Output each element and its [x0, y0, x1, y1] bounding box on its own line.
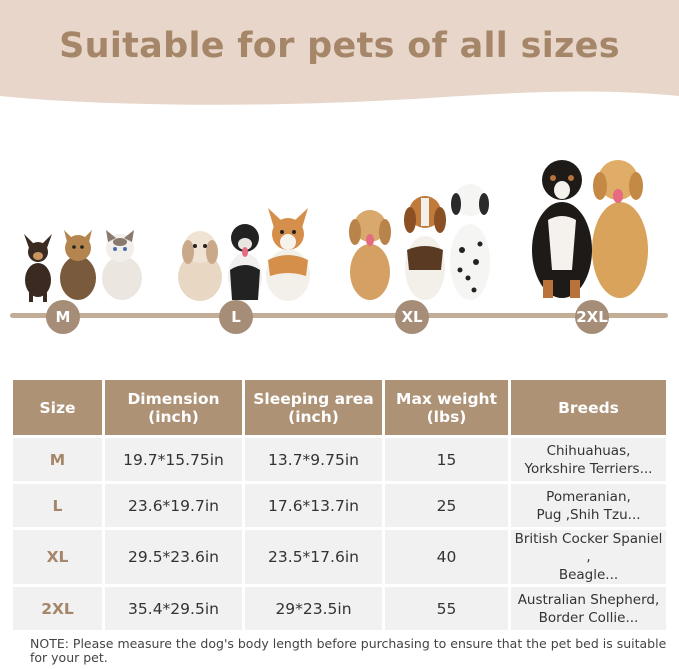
size-marker-2xl: 2XL	[575, 300, 609, 334]
header-dimension: Dimension (inch)	[105, 380, 242, 435]
cell-size: L	[13, 484, 102, 527]
cell-sleeping-area: 23.5*17.6in	[245, 530, 382, 584]
breeds-line: Border Collie...	[538, 609, 639, 626]
cell-dimension: 35.4*29.5in	[105, 587, 242, 630]
cat-figure	[102, 230, 142, 300]
cell-max-weight: 40	[385, 530, 508, 584]
breeds-line: Beagle...	[558, 567, 619, 583]
table-row: XL 29.5*23.6in 23.5*17.6in 40 British Co…	[13, 530, 666, 584]
cell-max-weight: 55	[385, 587, 508, 630]
table-row: M 19.7*15.75in 13.7*9.75in 15 Chihuahuas…	[13, 438, 666, 481]
table-row: L 23.6*19.7in 17.6*13.7in 25 Pomeranian,…	[13, 484, 666, 527]
cell-dimension: 23.6*19.7in	[105, 484, 242, 527]
cell-breeds: Australian Shepherd, Border Collie...	[511, 587, 666, 630]
golden-retriever-figure	[592, 160, 648, 298]
header-size: Size	[13, 380, 102, 435]
cell-sleeping-area: 17.6*13.7in	[245, 484, 382, 527]
cell-breeds: British Cocker Spaniel , Beagle...	[511, 530, 666, 584]
table-row: 2XL 35.4*29.5in 29*23.5in 55 Australian …	[13, 587, 666, 630]
breeds-line: British Cocker Spaniel ,	[514, 531, 663, 565]
corgi-figure	[266, 208, 310, 301]
breeds-line: Pomeranian,	[546, 488, 631, 505]
bernese-figure	[532, 160, 592, 298]
page-title: Suitable for pets of all sizes	[59, 26, 620, 66]
size-scale-line	[10, 313, 668, 318]
breeds-line: Australian Shepherd,	[517, 591, 660, 608]
header-breeds: Breeds	[511, 380, 666, 435]
size-chart-table: Size Dimension (inch) Sleeping area (inc…	[10, 377, 669, 633]
size-marker-m: M	[46, 300, 80, 334]
breeds-line: Pug ,Shih Tzu...	[536, 506, 641, 523]
beagle-figure	[404, 196, 446, 300]
chihuahua-figure	[24, 234, 52, 302]
breeds-line: Chihuahuas,	[546, 442, 631, 459]
cell-size: 2XL	[13, 587, 102, 630]
table-header-row: Size Dimension (inch) Sleeping area (inc…	[13, 380, 666, 435]
pug-figure	[228, 224, 262, 301]
cell-sleeping-area: 29*23.5in	[245, 587, 382, 630]
cell-size: M	[13, 438, 102, 481]
cell-max-weight: 15	[385, 438, 508, 481]
cell-dimension: 19.7*15.75in	[105, 438, 242, 481]
pets-illustration	[24, 160, 648, 302]
shih-tzu-figure	[178, 231, 222, 301]
size-marker-xl: XL	[395, 300, 429, 334]
dalmatian-figure	[450, 184, 490, 300]
cell-breeds: Chihuahuas, Yorkshire Terriers...	[511, 438, 666, 481]
measurement-note: NOTE: Please measure the dog's body leng…	[30, 636, 667, 665]
header-sleeping-area: Sleeping area (inch)	[245, 380, 382, 435]
title-banner	[0, 0, 679, 105]
spaniel-figure	[349, 210, 391, 300]
cell-max-weight: 25	[385, 484, 508, 527]
yorkie-figure	[60, 230, 96, 300]
cell-size: XL	[13, 530, 102, 584]
cell-dimension: 29.5*23.6in	[105, 530, 242, 584]
cell-sleeping-area: 13.7*9.75in	[245, 438, 382, 481]
header-max-weight: Max weight (lbs)	[385, 380, 508, 435]
cell-breeds: Pomeranian, Pug ,Shih Tzu...	[511, 484, 666, 527]
size-marker-l: L	[219, 300, 253, 334]
breeds-line: Yorkshire Terriers...	[524, 460, 653, 477]
